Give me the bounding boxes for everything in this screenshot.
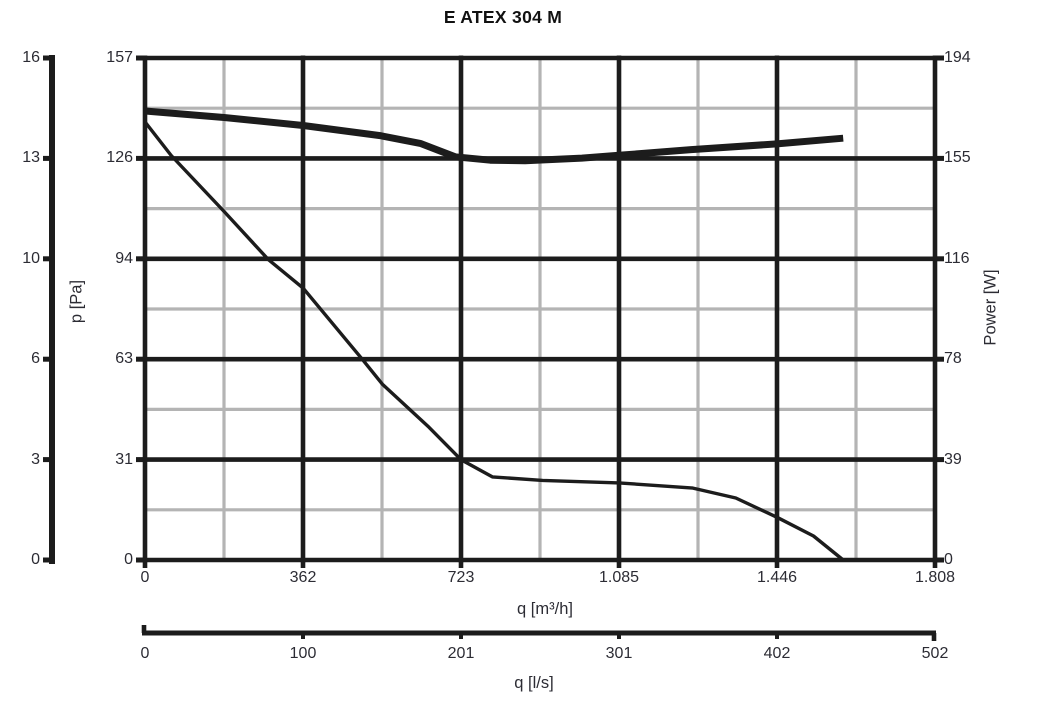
power-tick-label: 116 (944, 249, 970, 267)
left-outer-tick-label: 13 (22, 149, 40, 167)
airflow-ls-tick-label: 100 (289, 645, 317, 662)
airflow-ls-tick-label: 402 (763, 645, 791, 662)
airflow-ls-tick-label: 502 (921, 645, 949, 662)
airflow-ls-axis-label: q [l/s] (514, 674, 554, 692)
power-tick-label: 155 (944, 149, 971, 167)
power-tick-label: 0 (944, 551, 953, 568)
airflow-m3h-tick-label: 723 (447, 569, 475, 586)
pressure-tick-label: 63 (115, 350, 133, 368)
airflow-m3h-tick-label: 1.085 (598, 569, 640, 586)
pressure-axis-label: p [Pa] (67, 279, 86, 324)
pressure-tick-label: 126 (106, 149, 133, 167)
left-outer-tick-label: 3 (31, 450, 40, 468)
power-curve (144, 107, 844, 165)
airflow-m3h-tick-label: 362 (289, 569, 317, 586)
pressure-tick-label: 157 (106, 49, 133, 66)
left-outer-tick-label: 6 (31, 350, 40, 368)
pressure-tick-label: 94 (115, 249, 133, 267)
left-outer-tick-label: 16 (22, 49, 40, 66)
pressure-tick-label: 0 (124, 551, 133, 568)
pressure-tick-label: 31 (115, 450, 133, 468)
airflow-m3h-axis-label: q [m³/h] (517, 600, 573, 618)
power-tick-label: 194 (944, 49, 971, 66)
airflow-m3h-tick-label: 1.808 (914, 569, 956, 586)
left-outer-tick-label: 0 (31, 551, 40, 568)
left-outer-tick-label: 10 (22, 249, 40, 267)
power-tick-label: 78 (944, 350, 962, 368)
airflow-ls-tick-label: 201 (447, 645, 475, 662)
airflow-m3h-tick-label: 1.446 (756, 569, 798, 586)
chart-title: E ATEX 304 M (443, 7, 563, 27)
pressure-curve (143, 120, 845, 562)
airflow-m3h-tick-label: 0 (140, 569, 150, 586)
power-tick-label: 39 (944, 450, 962, 468)
airflow-ls-tick-label: 301 (605, 645, 633, 662)
airflow-ls-tick-label: 0 (140, 645, 150, 662)
